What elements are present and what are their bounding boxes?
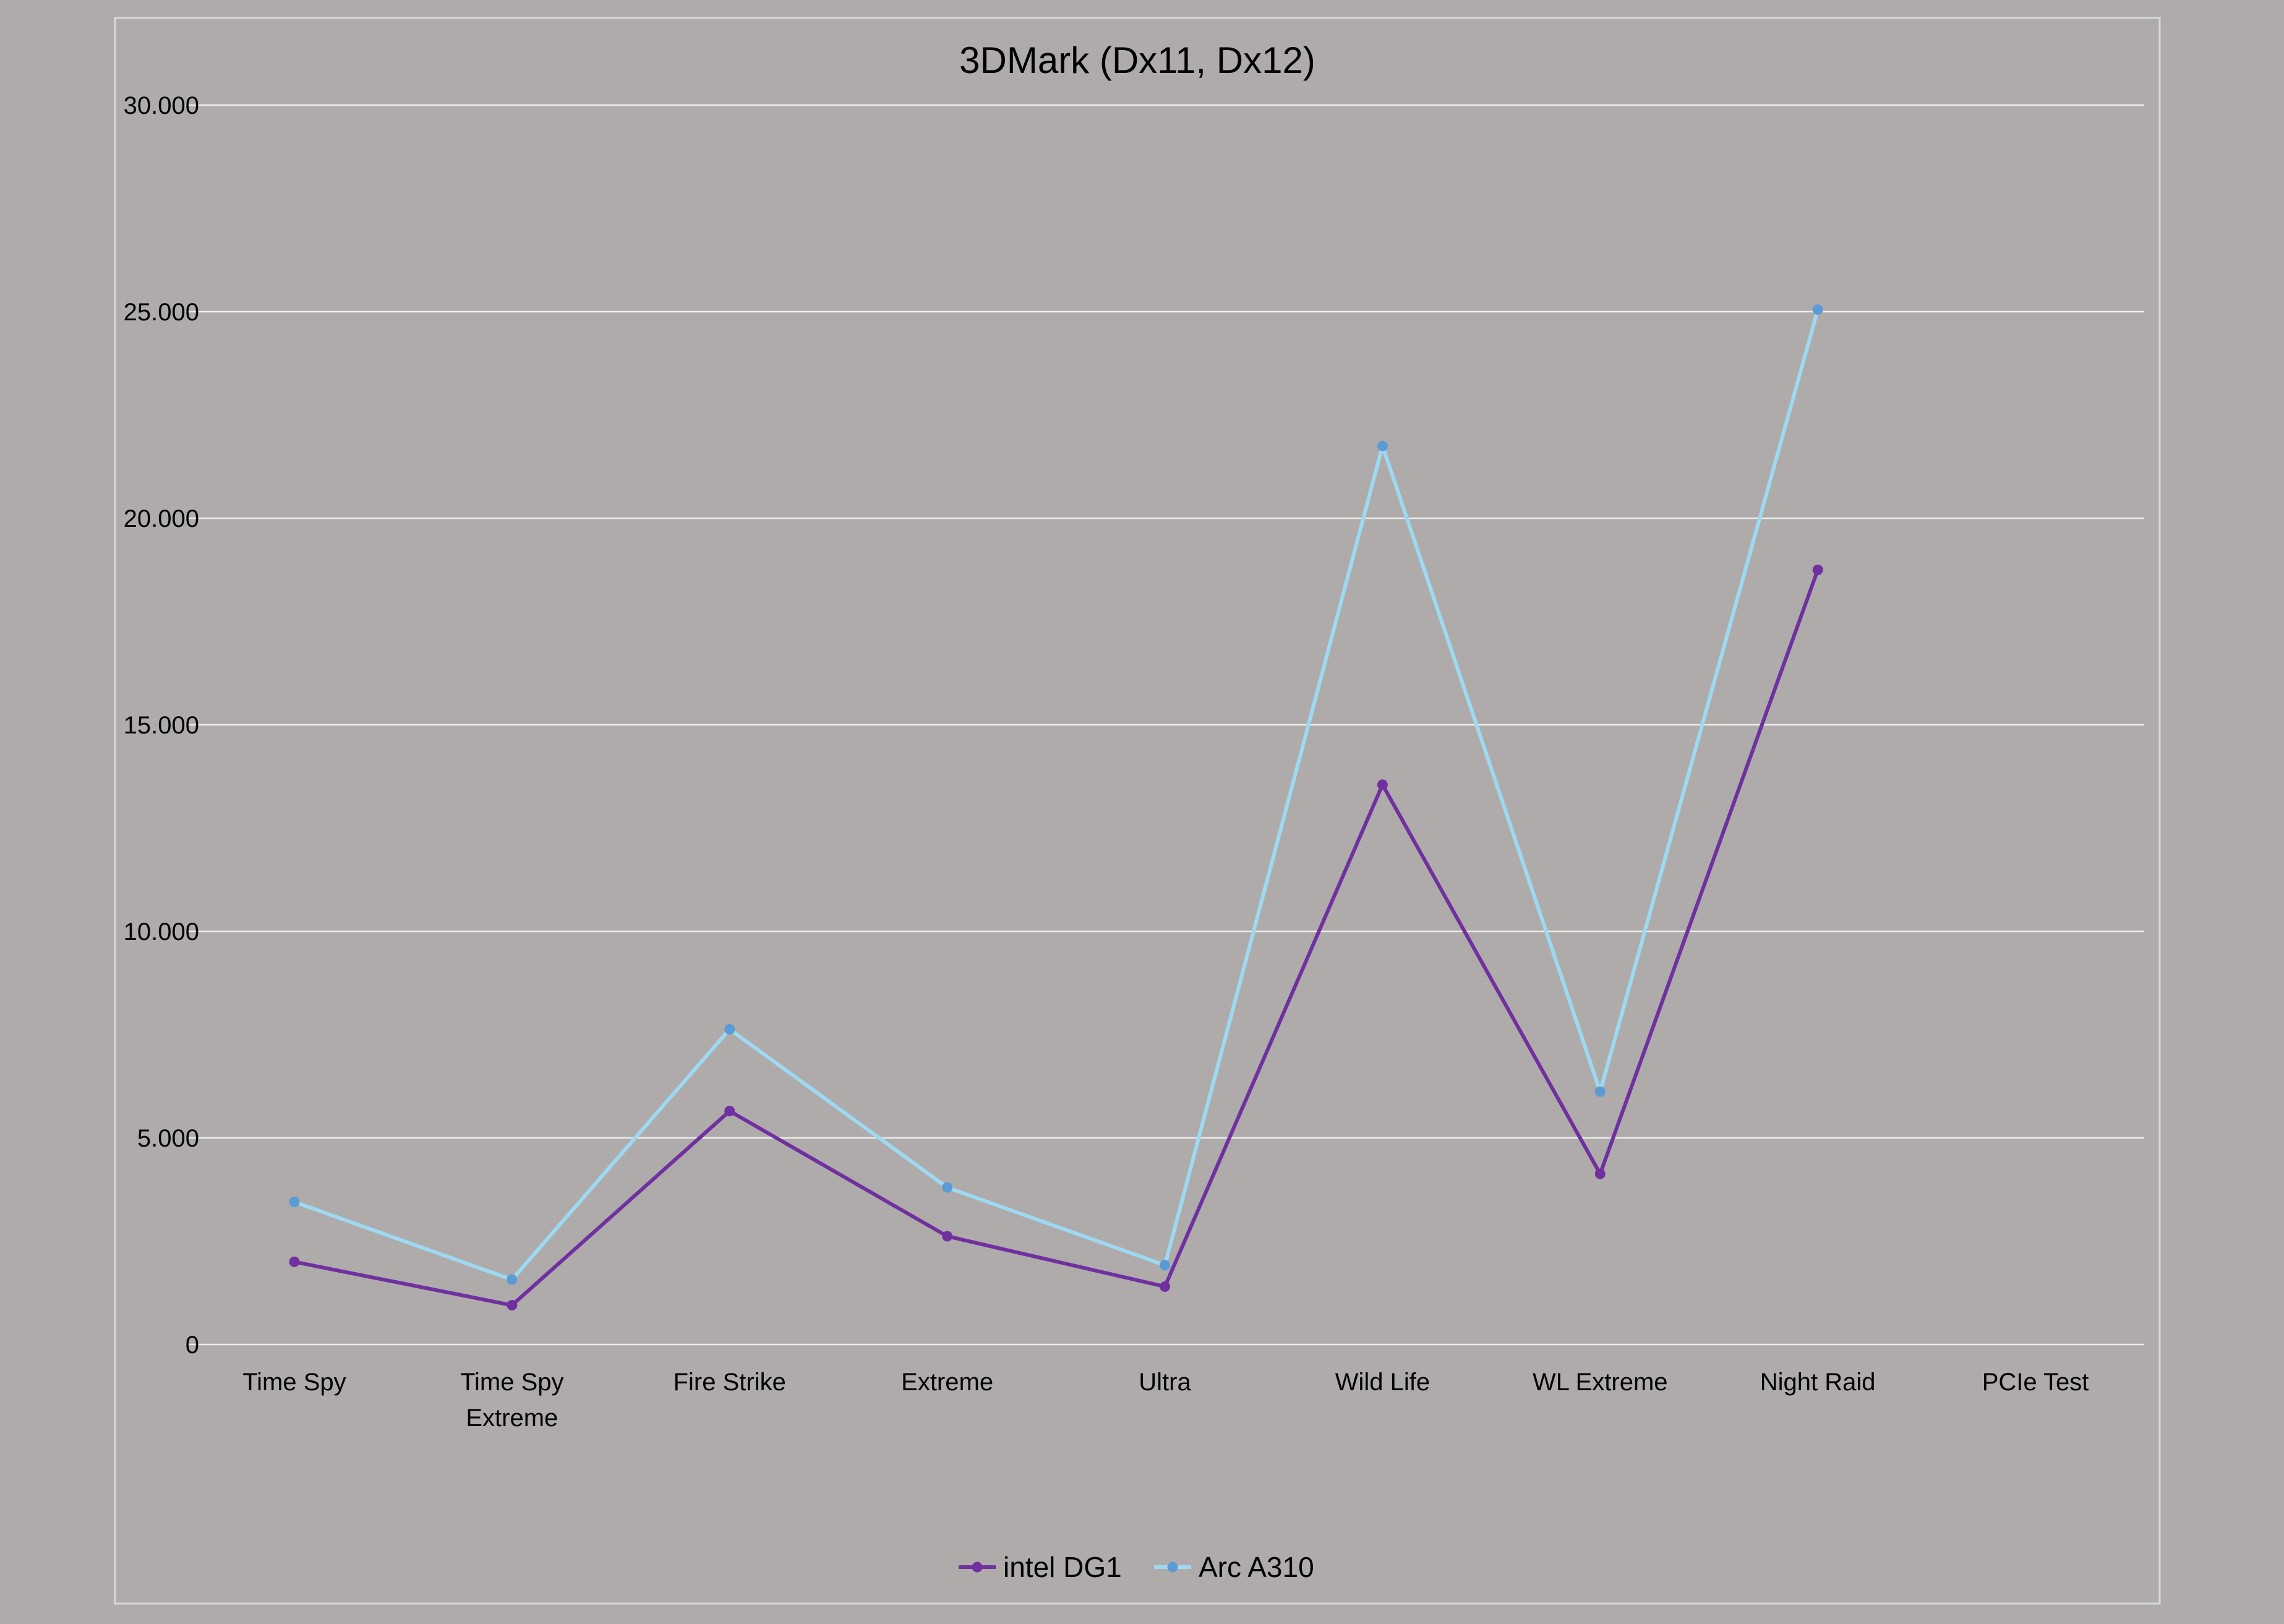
- x-tick-label: Wild Life: [1335, 1369, 1430, 1396]
- data-point: [1594, 1168, 1606, 1179]
- data-point: [1160, 1260, 1170, 1271]
- series-1: [289, 304, 1823, 1285]
- legend-item: Arc A310: [1154, 1551, 1314, 1583]
- series-line: [293, 309, 1820, 1282]
- y-tick-label: 25.000: [124, 299, 199, 326]
- x-tick-label: Night Raid: [1760, 1369, 1876, 1396]
- data-point: [507, 1274, 518, 1285]
- series-0: [289, 565, 1823, 1311]
- data-point: [1377, 440, 1388, 451]
- x-tick-label: Ultra: [1139, 1369, 1191, 1396]
- legend-label: intel DG1: [1003, 1551, 1122, 1583]
- series-lines: [289, 304, 1823, 1311]
- legend-swatch-marker: [1167, 1562, 1178, 1573]
- x-axis-tick-labels: Time Spy Time Spy Extreme Fire Strike Extrem…: [242, 1369, 2089, 1432]
- y-tick-label: 30.000: [124, 92, 199, 119]
- x-tick-label: Extreme: [466, 1404, 558, 1432]
- legend-swatch-marker: [972, 1562, 983, 1573]
- x-tick-label: PCIe Test: [1982, 1369, 2089, 1396]
- y-tick-label: 0: [186, 1331, 199, 1359]
- data-point: [1812, 565, 1823, 575]
- data-point: [1377, 779, 1388, 790]
- x-tick-label: Time Spy: [460, 1369, 563, 1396]
- y-tick-label: 15.000: [124, 712, 199, 739]
- series-line: [294, 569, 1820, 1307]
- data-point: [289, 1256, 300, 1267]
- y-axis-tick-labels: 0 5.000 10.000 15.000 20.000 25.000 30.000: [124, 92, 199, 1359]
- data-point: [724, 1106, 735, 1117]
- y-tick-label: 20.000: [124, 505, 199, 532]
- gridlines: [186, 104, 2144, 1346]
- y-tick-label: 5.000: [137, 1125, 199, 1152]
- legend: intel DG1 Arc A310: [959, 1551, 1314, 1583]
- chart-title: 3DMark (Dx11, Dx12): [959, 40, 1315, 81]
- data-point: [507, 1300, 518, 1311]
- legend-label: Arc A310: [1199, 1551, 1314, 1583]
- chart-border: [114, 17, 2161, 1605]
- x-tick-label: Extreme: [901, 1369, 993, 1396]
- data-point: [1160, 1281, 1170, 1292]
- x-tick-label: Fire Strike: [674, 1369, 786, 1396]
- data-point: [724, 1024, 735, 1035]
- data-point: [942, 1231, 953, 1242]
- data-point: [942, 1182, 953, 1193]
- data-point: [1812, 304, 1823, 315]
- x-tick-label: WL Extreme: [1533, 1369, 1668, 1396]
- x-tick-label: Time Spy: [242, 1369, 346, 1396]
- y-tick-label: 10.000: [124, 918, 199, 946]
- legend-item: intel DG1: [959, 1551, 1122, 1583]
- data-point: [289, 1197, 300, 1208]
- data-point: [1594, 1086, 1606, 1097]
